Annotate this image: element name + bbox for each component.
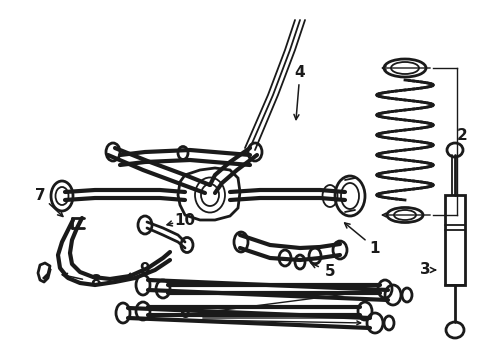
Text: 1: 1 [370, 240, 380, 256]
Text: 8: 8 [90, 274, 100, 289]
Text: 9: 9 [140, 262, 150, 278]
Text: 5: 5 [325, 265, 335, 279]
Text: 6: 6 [180, 306, 191, 320]
Text: 7: 7 [35, 188, 45, 202]
Text: 4: 4 [294, 64, 305, 80]
Text: 2: 2 [457, 127, 467, 143]
Text: 10: 10 [174, 212, 196, 228]
Text: 3: 3 [420, 262, 430, 278]
Bar [445, 195, 465, 285]
